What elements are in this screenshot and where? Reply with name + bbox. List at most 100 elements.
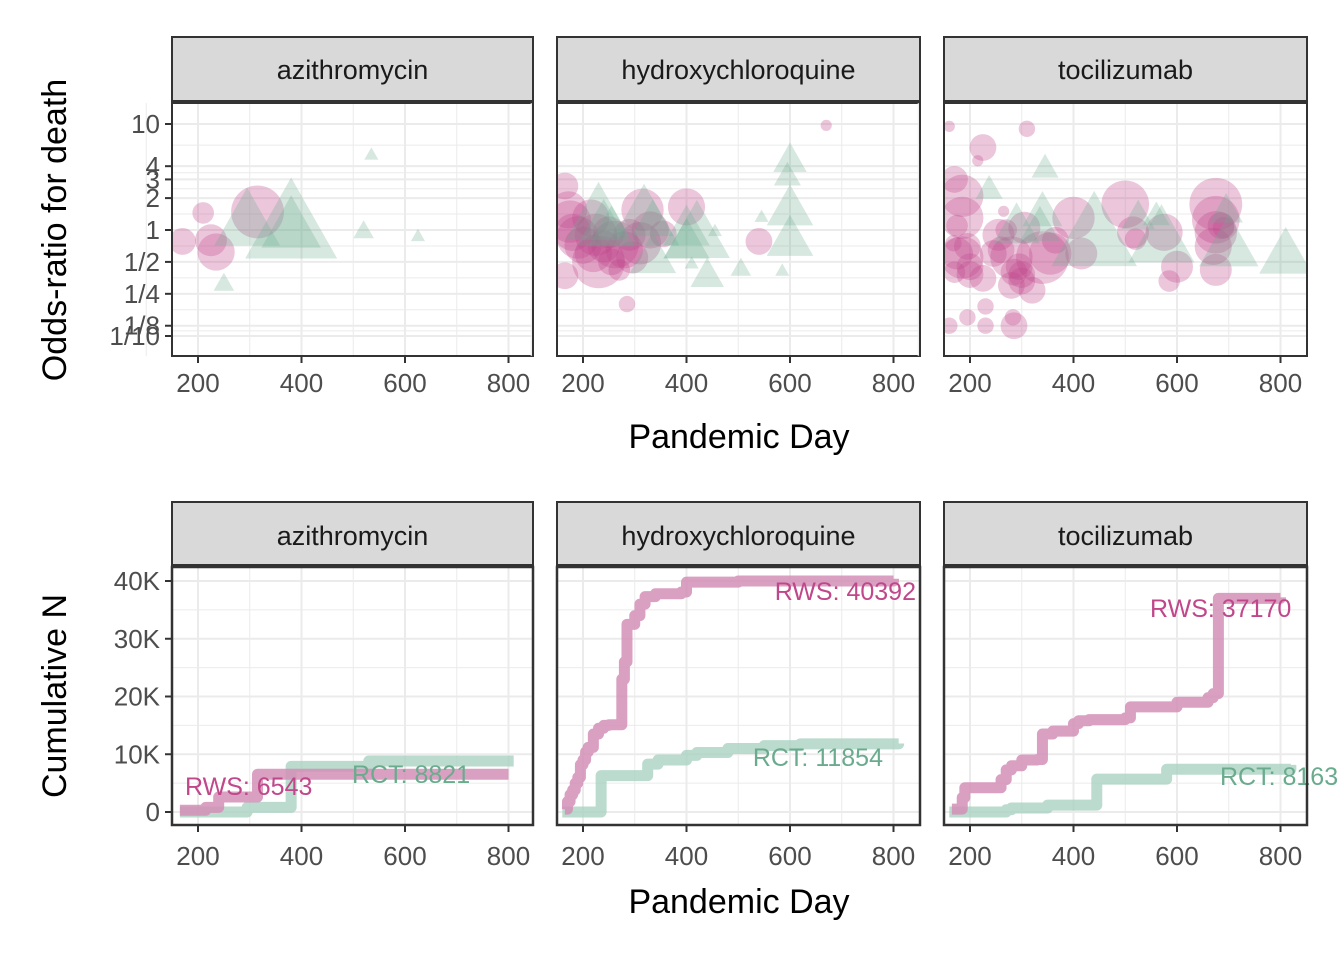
rct-point [1022,191,1063,227]
rws-point [944,196,984,240]
rws-point [631,211,669,249]
rct-point [766,184,814,226]
rws-cumulative-line [951,592,1286,815]
rws-point [1008,211,1041,244]
rws-point [557,216,600,259]
rws-point [944,120,955,132]
rws-point [557,213,592,251]
facet-strip [556,501,921,566]
x-tick-label: 400 [1052,841,1095,871]
rct-point [245,177,338,259]
rws-point [613,218,646,251]
rws-point [192,202,214,224]
x-tick-label: 400 [1052,368,1095,398]
rws-point [945,235,962,252]
rct-point [1128,204,1195,263]
y-tick-label: 2 [146,183,160,213]
x-tick-label: 600 [768,368,811,398]
bottom-panel-hydroxychloroquine: hydroxychloroquine RWS: 40392 RCT: 11854 20… [555,501,922,871]
x-tick-label: 600 [383,368,426,398]
rct-point [730,257,752,276]
rws-point [557,200,592,243]
rws-point [944,236,984,279]
rws-point [667,188,706,226]
x-tick-label: 600 [768,841,811,871]
rws-point [1194,211,1238,254]
rws-point [1000,312,1028,340]
x-tick-label: 800 [872,841,915,871]
bottom-panel-tocilizumab: tocilizumab RWS: 37170 RCT: 8163 200 400 600 8… [942,501,1338,871]
y-tick-label: 3 [146,164,160,194]
y-tick-label: 1/4 [124,279,160,309]
rws-point [1041,226,1069,254]
rws-point [1052,196,1095,240]
rct-cumulative-line [562,738,905,818]
x-tick-label: 800 [487,368,530,398]
x-tick-label: 800 [872,368,915,398]
rws-cumulative-line [179,768,509,816]
x-tick-label: 800 [1259,841,1302,871]
y-tick-label: 10 [131,109,160,139]
rws-point [990,236,1033,279]
rct-point [754,209,769,222]
x-tick-label: 200 [561,368,604,398]
rws-point [944,317,958,334]
panel-border [556,102,921,357]
rws-point [605,231,644,269]
rws-point [1008,267,1036,295]
rct-cumulative-line [179,755,514,818]
rws-point [956,261,984,288]
rws-point [1018,120,1036,138]
panel-border [555,565,922,827]
rct-total-label: RCT: 8821 [352,761,470,789]
rws-point [557,262,579,290]
rct-point [1259,226,1307,274]
rws-point [1008,261,1036,288]
top-y-axis-title: Odds-ratio for death [36,79,74,381]
rws-point [1117,216,1150,249]
rws-point [172,228,196,255]
lines [561,575,905,818]
x-tick-label: 600 [383,841,426,871]
rws-point [194,224,227,257]
rws-total-label: RWS: 37170 [1150,595,1291,623]
y-tick-label: 30K [114,624,161,654]
x-tick-label: 200 [948,368,991,398]
y-tick-label: 10K [114,739,161,769]
rws-point [649,220,677,248]
rws-point [982,218,1015,251]
panel-border [943,102,1308,357]
rws-point [954,233,981,260]
facet-strip [171,36,534,102]
x-tick-label: 800 [1259,368,1302,398]
y-tick-label: 1/2 [124,247,160,277]
rct-point [629,232,677,274]
rws-point [1158,270,1181,292]
y-tick-label: 1 [146,215,160,245]
rws-point [616,241,649,274]
x-tick-label: 400 [280,841,323,871]
rct-point [1019,205,1060,242]
rws-point [621,188,664,232]
bottom-x-axis-title: Pandemic Day [628,883,849,921]
rws-point [1005,253,1033,281]
rws-point [977,298,994,315]
rct-point [565,181,632,240]
rws-point [557,191,588,229]
rws-point [956,253,984,281]
rws-point [944,261,966,283]
facet-strip-label: azithromycin [277,521,429,551]
rct-total-label: RCT: 11854 [753,744,883,772]
rws-point [998,272,1025,299]
x-tick-label: 200 [561,841,604,871]
rws-point [987,236,1015,264]
rct-point [614,183,674,237]
rws-point [1016,231,1069,284]
y-tick-label: 4 [146,151,160,181]
x-tick-label: 400 [280,368,323,398]
rws-cumulative-line [561,575,899,815]
rct-point [261,195,321,248]
y-tick-label: 1/10 [109,321,160,351]
x-tick-label: 600 [1155,368,1198,398]
